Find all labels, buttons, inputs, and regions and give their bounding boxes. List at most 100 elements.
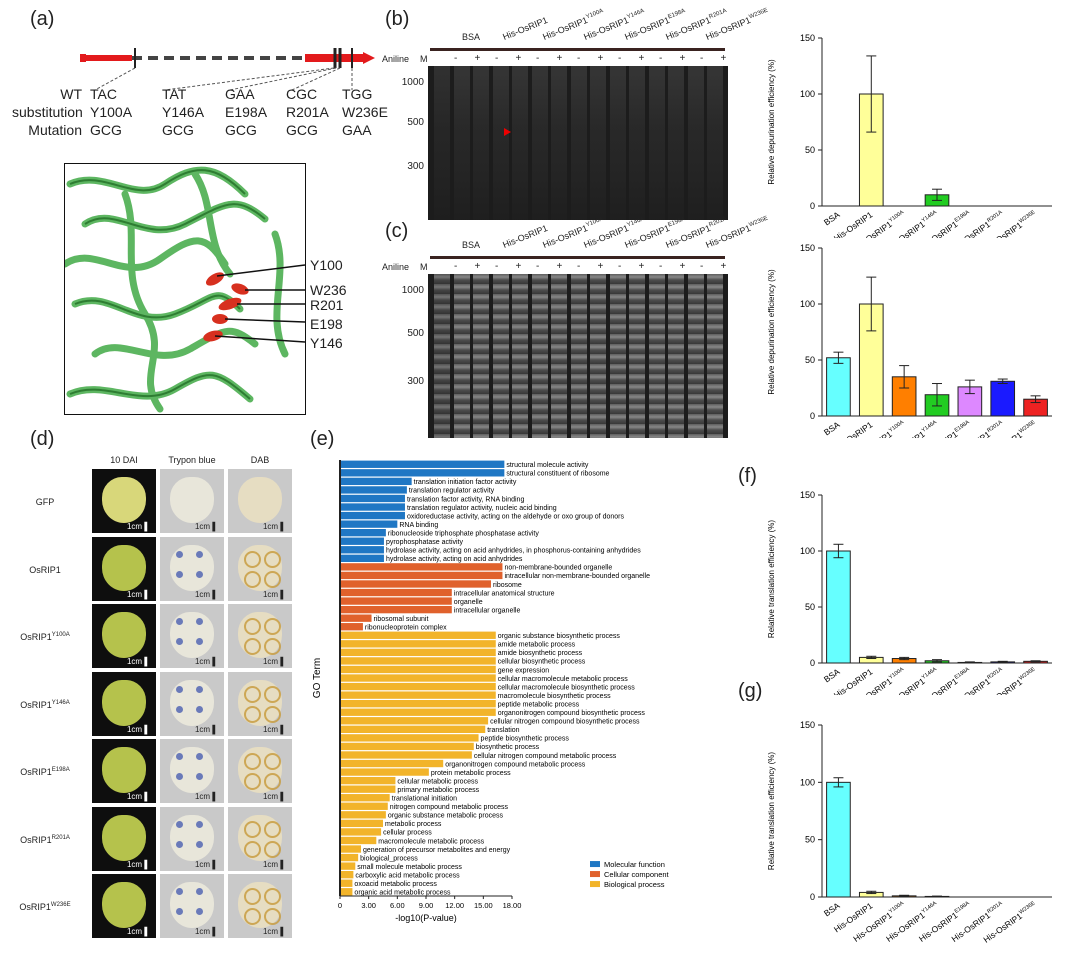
leaf-spot bbox=[244, 773, 261, 790]
leaf-image: 1cm ▌ bbox=[160, 536, 224, 601]
leaf-shape bbox=[102, 544, 146, 591]
aniline-label: Aniline bbox=[382, 262, 410, 272]
leaf-row-label: OsRIP1 bbox=[0, 565, 90, 575]
leaf-spot bbox=[176, 908, 183, 915]
panel-label-e: (e) bbox=[310, 428, 335, 450]
go-term-label: protein metabolic process bbox=[431, 770, 511, 777]
leaf-shape bbox=[238, 544, 282, 591]
go-term-label: translation regulator activity bbox=[409, 488, 495, 495]
leaf-shape bbox=[102, 814, 146, 861]
leaf-spot bbox=[264, 840, 281, 858]
marker-label: M bbox=[420, 54, 428, 64]
go-bar bbox=[340, 665, 496, 674]
panel-label-g: (g) bbox=[738, 680, 763, 702]
y-tick-label: 50 bbox=[805, 355, 815, 365]
y-axis-label: Relative translation efficiency (%) bbox=[767, 520, 776, 638]
aniline-sign: - bbox=[700, 53, 704, 64]
go-bar bbox=[340, 802, 388, 810]
go-term-label: carboxylic acid metabolic process bbox=[355, 872, 460, 879]
gene-diagram bbox=[80, 48, 375, 91]
leaf-spot bbox=[176, 753, 183, 760]
go-term-label: cellular nitrogen compound biosynthetic … bbox=[490, 719, 640, 726]
gel-lane-group-label: BSA bbox=[462, 240, 481, 250]
leaf-shape bbox=[238, 477, 282, 523]
leaf-image: 1cm ▌ bbox=[228, 536, 292, 601]
go-bar bbox=[340, 717, 489, 725]
gel-lane bbox=[434, 274, 450, 438]
go-term-label: structural constituent of ribosome bbox=[506, 471, 609, 478]
x-tick-sup: E198A bbox=[954, 209, 971, 224]
go-term-label: intracellular organelle bbox=[454, 607, 521, 614]
leaf-spot bbox=[176, 570, 183, 578]
go-bar bbox=[340, 657, 496, 665]
go-term-label: cellular biosynthetic process bbox=[498, 659, 586, 666]
scale-bar-label: 1cm ▌ bbox=[126, 859, 150, 869]
leaf-spot bbox=[176, 773, 183, 780]
go-term-label: nitrogen compound metabolic process bbox=[390, 804, 509, 811]
gel-lane bbox=[707, 66, 723, 220]
leaf-spot bbox=[196, 840, 203, 848]
panel-label-d: (d) bbox=[30, 428, 55, 450]
leaf-image: 1cm ▌ bbox=[160, 739, 224, 803]
go-bar bbox=[340, 845, 362, 853]
x-tick-sup: W236E bbox=[1018, 209, 1036, 224]
scale-bar-label: 1cm ▌ bbox=[262, 724, 286, 734]
gel-lane bbox=[687, 66, 704, 220]
leaf-image: 1cm ▌ bbox=[92, 536, 156, 601]
residue-label: E198 bbox=[310, 316, 343, 332]
scale-bar-label: 1cm ▌ bbox=[126, 724, 150, 734]
leaf-spot bbox=[176, 685, 183, 693]
x-tick-sup: Y100A bbox=[888, 900, 905, 915]
column-header: Trypon blue bbox=[168, 455, 216, 465]
x-tick-sup: Y146A bbox=[921, 209, 938, 224]
leaf-image: 1cm ▌ bbox=[228, 604, 292, 668]
gene-arrow-icon bbox=[363, 52, 375, 64]
gel-header-rule bbox=[430, 256, 725, 259]
gel-lane bbox=[570, 66, 587, 220]
x-tick-label: 0 bbox=[338, 901, 342, 910]
leaf-row-label-base: OsRIP1 bbox=[19, 902, 51, 912]
gel-lane-group-sup: W236E bbox=[748, 7, 769, 21]
x-tick-label: BSA bbox=[822, 666, 842, 684]
go-term-label: generation of precursor metabolites and … bbox=[363, 847, 511, 854]
go-bar bbox=[340, 469, 505, 477]
y-tick-label: 150 bbox=[800, 33, 815, 43]
leader-line bbox=[94, 67, 136, 91]
go-term-label: pyrophosphatase activity bbox=[386, 539, 464, 546]
leaf-shape bbox=[170, 477, 214, 523]
gel-lane bbox=[551, 274, 567, 438]
go-bar bbox=[340, 460, 505, 468]
go-term-label: organic substance biosynthetic process bbox=[498, 633, 621, 640]
leaf-spot bbox=[264, 705, 281, 723]
aniline-sign: - bbox=[659, 261, 663, 272]
scale-bar-label: 1cm ▌ bbox=[262, 859, 286, 869]
aniline-sign: + bbox=[474, 261, 481, 272]
gel-lane bbox=[629, 66, 645, 220]
x-tick-sup: R201A bbox=[986, 419, 1003, 434]
gel-lane bbox=[551, 66, 567, 220]
gel-lane bbox=[570, 274, 587, 438]
leaf-spot bbox=[196, 753, 203, 760]
go-bar bbox=[340, 520, 398, 528]
substitution: R201A bbox=[286, 104, 329, 120]
leaf-spot bbox=[244, 840, 261, 858]
go-bar bbox=[340, 742, 474, 751]
y-tick-label: 100 bbox=[800, 546, 815, 556]
gel-lane-group-sup: E198A bbox=[667, 8, 687, 21]
leaf-spot bbox=[264, 618, 281, 635]
go-bar bbox=[340, 486, 407, 494]
scale-bar-label: 1cm ▌ bbox=[126, 792, 150, 801]
go-term-label: oxoacid metabolic process bbox=[354, 881, 437, 888]
go-term-label: cellular macromolecule biosynthetic proc… bbox=[498, 684, 635, 691]
aniline-sign: + bbox=[515, 53, 522, 64]
go-term-label: metabolic process bbox=[385, 821, 442, 828]
wt-codon: TGG bbox=[342, 86, 373, 102]
go-term-label: hydrolase activity, acting on acid anhyd… bbox=[386, 556, 523, 563]
leaf-spot bbox=[196, 705, 203, 713]
leaf-spot bbox=[264, 685, 281, 703]
go-bar bbox=[340, 725, 486, 733]
residue-label: Y146 bbox=[310, 335, 343, 351]
go-bar bbox=[340, 631, 496, 639]
leaf-spot bbox=[264, 773, 281, 790]
leaf-spot bbox=[196, 638, 203, 645]
